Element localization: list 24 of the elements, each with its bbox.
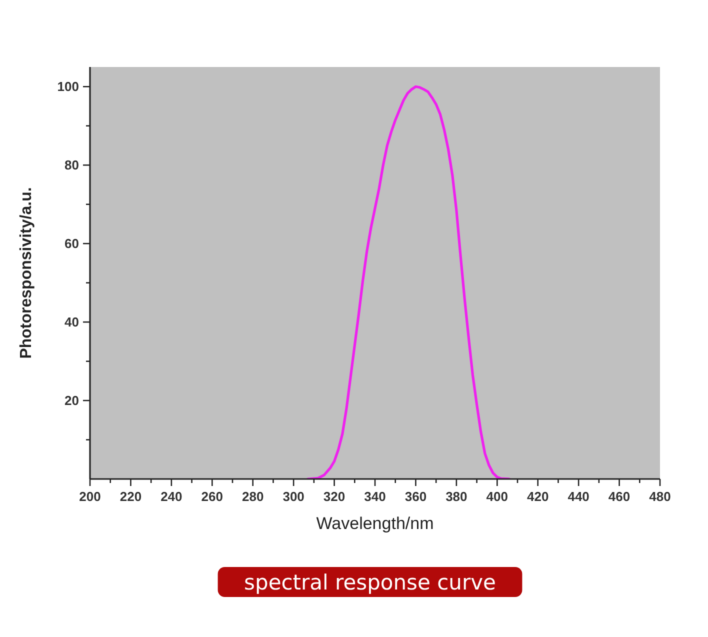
y-tick-label: 80 [64,158,79,173]
x-tick-label: 400 [486,489,508,504]
x-tick-label: 340 [364,489,386,504]
x-tick-label: 240 [160,489,182,504]
x-tick-label: 320 [323,489,346,504]
x-tick-label: 260 [201,489,223,504]
x-tick-label: 420 [527,489,549,504]
x-tick-label: 440 [568,489,590,504]
x-tick-label: 360 [404,489,427,504]
y-tick-label: 60 [64,236,79,252]
x-tick-label: 280 [242,489,264,504]
x-axis-title: Wavelength/nm [316,514,434,533]
y-tick-label: 100 [57,79,79,94]
x-tick-label: 380 [446,489,468,504]
x-tick-label: 460 [608,489,630,504]
y-tick-label: 40 [64,314,79,330]
y-axis-title: Photoresponsivity/a.u. [18,187,35,359]
line-series [306,85,511,479]
text: spectral response curve [244,570,496,595]
x-tick-label: 480 [649,489,671,504]
y-tick-label: 20 [64,393,79,408]
x-tick-label: 220 [120,489,142,504]
x-tick-label: 200 [79,489,101,504]
x-tick-label: 300 [282,489,304,504]
